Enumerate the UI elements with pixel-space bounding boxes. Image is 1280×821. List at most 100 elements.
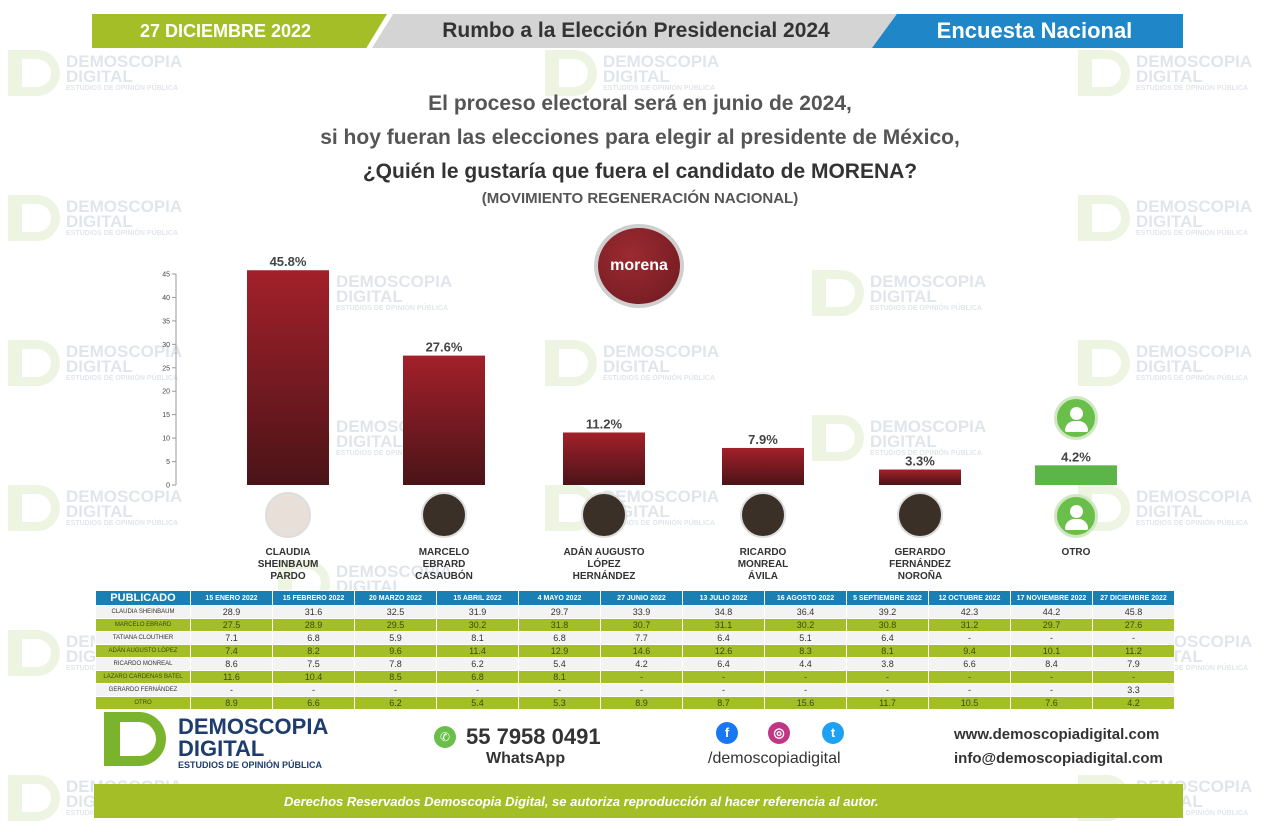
phone-number: 55 7958 0491 (466, 724, 601, 749)
table-cell: 45.8 (1092, 605, 1175, 619)
table-cell: 8.5 (354, 670, 437, 684)
table-cell: 30.7 (600, 618, 683, 632)
bar-value-label: 27.6% (426, 340, 463, 355)
table-cell: 31.1 (682, 618, 765, 632)
candidate-photo (897, 492, 943, 538)
candidate-name: RICARDO MONREAL ÁVILA (737, 547, 789, 582)
table-cell: 8.4 (1010, 657, 1093, 671)
y-tick-label: 5 (166, 459, 170, 466)
table-cell: 11.4 (436, 644, 519, 658)
table-cell: 9.4 (928, 644, 1011, 658)
bar-4 (722, 447, 804, 485)
whatsapp-icon: ✆ (434, 726, 456, 748)
rights-text: Derechos Reservados Demoscopia Digital, … (284, 793, 879, 809)
email-link[interactable]: info@demoscopiadigital.com (954, 750, 1163, 767)
table-cell: 5.4 (518, 657, 601, 671)
table-cell: 30.8 (846, 618, 929, 632)
candidate-photo (581, 492, 627, 538)
row-candidate-name: CLAUDIA SHEINBAUM (95, 605, 191, 619)
table-cell: 27.6 (1092, 618, 1175, 632)
table-cell: 3.3 (1092, 683, 1175, 697)
person-icon (1054, 494, 1098, 538)
table-cell: 8.1 (436, 631, 519, 645)
table-cell: 32.5 (354, 605, 437, 619)
social-handle[interactable]: /demoscopiadigital (708, 750, 841, 767)
candidate-name: CLAUDIA SHEINBAUM PARDO (257, 547, 319, 582)
watermark-logo-icon (8, 775, 60, 821)
table-cell: - (600, 683, 683, 697)
table-cell: - (928, 670, 1011, 684)
candidate-photo (421, 492, 467, 538)
table-cell: 8.7 (682, 696, 765, 710)
table-cell: 28.9 (272, 618, 355, 632)
bar-6 (1035, 465, 1117, 485)
table-cell: 39.2 (846, 605, 929, 619)
header-title: Rumbo a la Elección Presidencial 2024 (372, 14, 900, 48)
table-date-header: 17 NOVIEMBRE 2022 (1010, 590, 1093, 606)
table-row: CLAUDIA SHEINBAUM 28.9 31.6 32.5 31.9 29.7 33.… (95, 605, 1175, 619)
table-cell: 5.4 (436, 696, 519, 710)
table-date-header: 16 AGOSTO 2022 (764, 590, 847, 606)
question-line-4: (MOVIMIENTO REGENERACIÓN NACIONAL) (481, 190, 799, 207)
table-cell: - (682, 670, 765, 684)
header-survey-type: Encuesta Nacional (872, 14, 1183, 48)
table-cell: 6.2 (436, 657, 519, 671)
table-cell: - (1010, 670, 1093, 684)
table-cell: 5.1 (764, 631, 847, 645)
bar-chart: 0 5 10 15 20 25 30 35 40 45 45.8% 27.6% 11.2% 7.9% 3.3… (162, 254, 1117, 490)
table-date-header: 27 DICIEMBRE 2022 (1092, 590, 1175, 606)
table-cell: 31.6 (272, 605, 355, 619)
table-cell: 6.4 (682, 657, 765, 671)
bar-value-label: 4.2% (1061, 449, 1091, 464)
table-date-header: 15 ABRIL 2022 (436, 590, 519, 606)
bar-3 (563, 432, 645, 485)
brand-name-line-1: DEMOSCOPIA (178, 714, 329, 739)
table-cell: 6.4 (846, 631, 929, 645)
table-cell: - (764, 683, 847, 697)
table-cell: - (354, 683, 437, 697)
table-cell: 8.1 (518, 670, 601, 684)
table-cell: 10.5 (928, 696, 1011, 710)
table-corner-label: PUBLICADO (95, 590, 191, 606)
twitter-icon[interactable]: t (822, 722, 844, 744)
rights-bar: Derechos Reservados Demoscopia Digital, … (94, 784, 1183, 818)
table-cell: 5.3 (518, 696, 601, 710)
table-row: RICARDO MONREAL 8.6 7.5 7.8 6.2 5.4 4.2 6.4 4.4 3… (95, 657, 1175, 671)
table-cell: 4.4 (764, 657, 847, 671)
row-candidate-name: ADÁN AUGUSTO LÓPEZ (95, 644, 191, 658)
question-line-1: El proceso electoral será en junio de 20… (428, 92, 852, 115)
table-cell: 5.9 (354, 631, 437, 645)
y-tick-label: 40 (162, 295, 170, 302)
table-cell: 6.4 (682, 631, 765, 645)
table-cell: 8.3 (764, 644, 847, 658)
y-tick-label: 35 (162, 318, 170, 325)
demoscopia-logo-icon (104, 712, 166, 766)
table-row: LAZARO CARDENAS BATEL 11.6 10.4 8.5 6.8 8.1- -… (95, 670, 1175, 684)
row-candidate-name: OTRO (95, 696, 191, 710)
bar-value-label: 11.2% (586, 416, 623, 431)
historical-results-table: PUBLICADO 15 ENERO 2022 15 FEBRERO 2022 20 … (95, 590, 1175, 710)
bar-5 (879, 469, 961, 485)
table-cell: 6.6 (928, 657, 1011, 671)
bar-1 (247, 270, 329, 485)
table-cell: 10.1 (1010, 644, 1093, 658)
table-cell: 34.8 (682, 605, 765, 619)
instagram-icon[interactable]: ◎ (768, 722, 790, 744)
table-row: TATIANA CLOUTHIER 7.1 6.8 5.9 8.1 6.8 7.7 6.4 5.… (95, 631, 1175, 645)
table-cell: - (928, 683, 1011, 697)
brand-name-line-2: DIGITAL (178, 736, 265, 761)
website-link[interactable]: www.demoscopiadigital.com (954, 726, 1160, 743)
candidate-photo (265, 492, 311, 538)
facebook-icon[interactable]: f (716, 722, 738, 744)
person-icon (1054, 396, 1098, 440)
table-cell: 8.9 (600, 696, 683, 710)
table-date-header: 27 JUNIO 2022 (600, 590, 683, 606)
table-cell: - (682, 683, 765, 697)
table-cell: 8.2 (272, 644, 355, 658)
table-row: GERARDO FERNÁNDEZ - - - - - - - - - - -3.3 (95, 683, 1175, 697)
table-cell: 44.2 (1010, 605, 1093, 619)
question-line-3: ¿Quién le gustaría que fuera el candidat… (362, 160, 918, 183)
table-cell: 3.8 (846, 657, 929, 671)
table-cell: 6.2 (354, 696, 437, 710)
table-cell: 15.6 (764, 696, 847, 710)
